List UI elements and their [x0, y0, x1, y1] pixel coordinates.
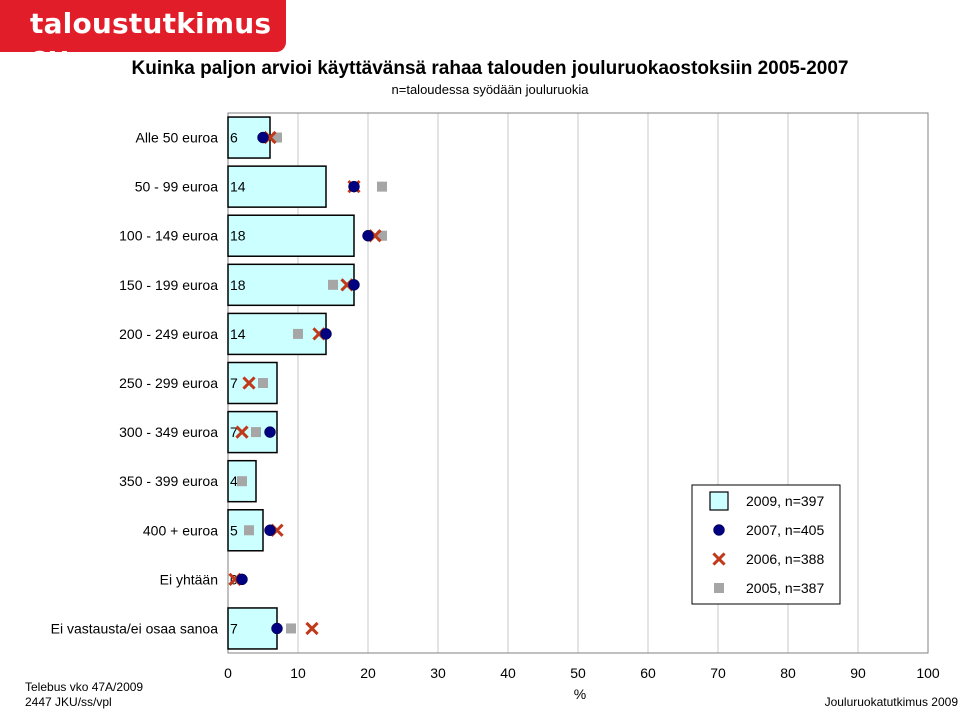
footer-source-line1: Telebus vko 47A/2009 — [25, 680, 144, 694]
marker-2005 — [272, 132, 282, 143]
x-tick-label: 90 — [850, 665, 866, 681]
marker-2006 — [242, 376, 256, 390]
marker-2006 — [305, 621, 319, 636]
bar-2009 — [227, 509, 264, 552]
x-tick-label: 40 — [500, 665, 516, 681]
legend-swatch-square — [714, 583, 724, 593]
bar-value-label: 4 — [230, 473, 238, 489]
footer-study-name: Jouluruokatutkimus 2009 — [824, 695, 958, 709]
brand-logo: taloustutkimus oy — [0, 0, 286, 73]
x-tick-label: 30 — [430, 665, 446, 681]
footer-source: Telebus vko 47A/2009 2447 JKU/ss/vpl — [25, 680, 143, 710]
bar-value-label: 14 — [230, 179, 246, 195]
category-label: 300 - 349 euroa — [119, 424, 218, 440]
bar-value-label: 18 — [230, 228, 246, 244]
marker-2005 — [258, 378, 268, 388]
marker-2005 — [377, 181, 387, 192]
chart-subtitle: n=taloudessa syödään jouluruokia — [391, 82, 589, 97]
category-label: 400 + euroa — [143, 522, 218, 538]
legend-swatch-circle — [713, 524, 725, 536]
x-tick-label: 10 — [290, 665, 306, 681]
bar-2009 — [227, 607, 278, 650]
marker-2005 — [286, 623, 296, 634]
category-label: Alle 50 euroa — [135, 130, 218, 146]
bar-value-label: 5 — [230, 522, 238, 538]
legend-swatch-cross-stroke — [712, 552, 726, 566]
marker-2005 — [251, 427, 261, 438]
category-label: 100 - 149 euroa — [119, 228, 218, 244]
x-tick-label: 60 — [640, 665, 656, 681]
bar-2009 — [227, 312, 327, 356]
legend-entry-label: 2009, n=397 — [746, 493, 824, 509]
bar-2009 — [227, 361, 278, 405]
bar-value-label: 7 — [230, 424, 238, 440]
marker-2005 — [293, 328, 303, 339]
marker-2005 — [377, 230, 387, 241]
category-label: Ei vastausta/ei osaa sanoa — [51, 620, 219, 636]
bar-value-label: 14 — [230, 326, 246, 342]
bar-2009 — [227, 214, 355, 257]
brand-logo-text: taloustutkimus oy — [30, 7, 272, 73]
marker-2006 — [235, 425, 249, 439]
x-tick-label: 0 — [224, 665, 232, 681]
footer-source-line2: 2447 JKU/ss/vpl — [25, 695, 112, 709]
marker-2007 — [320, 328, 332, 340]
bar-value-label: 7 — [230, 375, 238, 391]
bar-value-label: 6 — [230, 130, 238, 146]
marker-2007 — [236, 573, 248, 586]
marker-2005 — [244, 525, 254, 536]
marker-2007 — [348, 180, 360, 193]
marker-2007 — [362, 229, 374, 242]
marker-2007 — [264, 426, 276, 438]
marker-2006-stroke — [305, 621, 319, 636]
category-label: 250 - 299 euroa — [119, 375, 218, 391]
x-axis-label: % — [574, 686, 586, 702]
legend-entry-label: 2005, n=387 — [746, 580, 824, 596]
category-label: Ei yhtään — [160, 571, 218, 587]
bar-value-label: 18 — [230, 277, 246, 293]
x-tick-label: 70 — [710, 665, 726, 681]
legend-swatch-cross — [712, 552, 726, 566]
marker-2007 — [264, 524, 276, 537]
legend-entry-label: 2007, n=405 — [746, 522, 824, 538]
marker-2005 — [237, 476, 247, 487]
legend-entry-label: 2006, n=388 — [746, 551, 824, 567]
marker-2007 — [257, 131, 269, 144]
x-tick-label: 50 — [570, 665, 586, 681]
bar-2009 — [227, 165, 327, 208]
marker-2006-stroke — [242, 376, 256, 390]
chart-title: Kuinka paljon arvioi käyttävänsä rahaa t… — [131, 58, 849, 79]
marker-2007 — [348, 279, 360, 291]
marker-2005 — [328, 279, 338, 290]
category-label: 150 - 199 euroa — [119, 277, 218, 293]
marker-2006-stroke — [235, 425, 249, 439]
marker-2007 — [271, 622, 283, 635]
bar-value-label: 7 — [230, 620, 238, 636]
category-label: 200 - 249 euroa — [119, 326, 218, 342]
legend-swatch-bar — [709, 491, 729, 511]
x-tick-label: 80 — [780, 665, 796, 681]
x-tick-label: 100 — [916, 665, 940, 681]
category-label: 50 - 99 euroa — [135, 179, 218, 195]
x-tick-label: 20 — [360, 665, 376, 681]
category-label: 350 - 399 euroa — [119, 473, 218, 489]
